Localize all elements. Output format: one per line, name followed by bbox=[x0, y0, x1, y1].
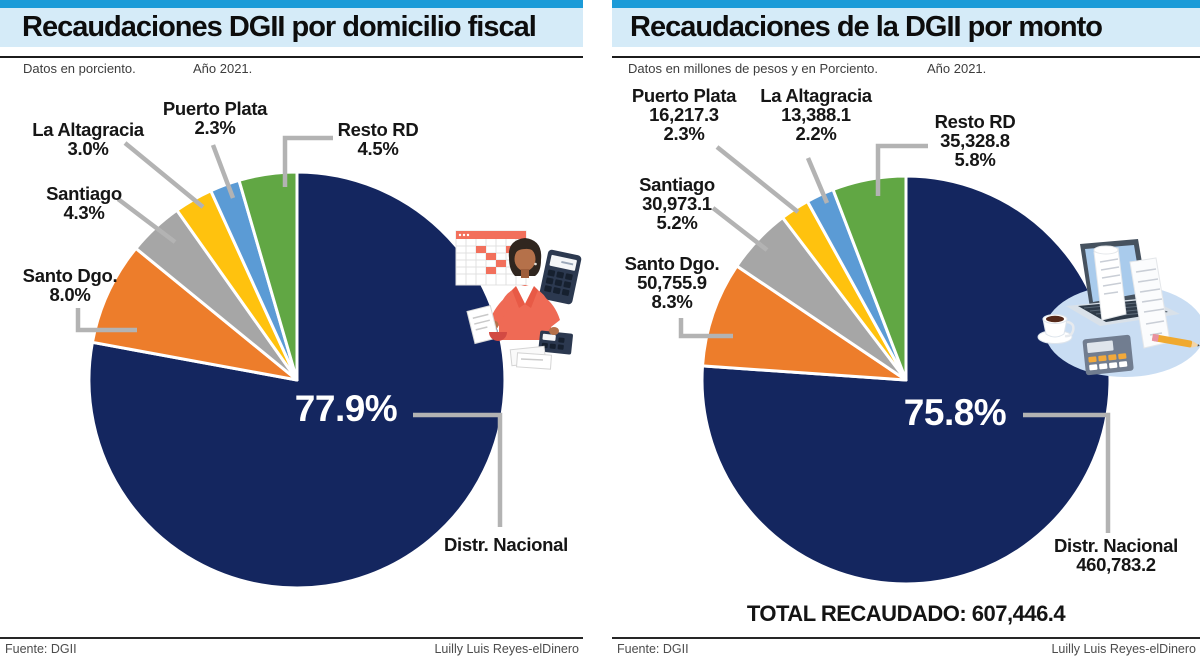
header-accent-bar bbox=[612, 0, 1200, 8]
header-accent-bar bbox=[0, 0, 583, 8]
header-band: Recaudaciones DGII por domicilio fiscal bbox=[0, 8, 583, 47]
author-credit: Luilly Luis Reyes-elDinero bbox=[1051, 642, 1196, 656]
coffee-cup-graphic bbox=[1037, 314, 1075, 344]
leader-line bbox=[805, 157, 830, 204]
pie-label-line: 2.3% bbox=[194, 117, 236, 138]
accountant-illustration bbox=[455, 230, 582, 370]
pie-slice-5 bbox=[831, 174, 908, 382]
pie-label-line: 8.0% bbox=[49, 284, 91, 305]
panel-left: Recaudaciones DGII por domicilio fiscal … bbox=[0, 0, 583, 671]
chart-title: Recaudaciones DGII por domicilio fiscal bbox=[22, 11, 537, 43]
leader-line bbox=[715, 145, 800, 214]
leader-line bbox=[282, 135, 333, 187]
pie-label-line: 4.3% bbox=[63, 202, 105, 223]
pie-label-line: 5.8% bbox=[954, 149, 996, 170]
pie-label: Distr. Nacional bbox=[444, 535, 568, 554]
pie-label: Puerto Plata 2.3% bbox=[162, 98, 268, 138]
pie-label-line: 35,328.8 bbox=[940, 130, 1010, 151]
header-divider bbox=[0, 56, 583, 58]
pie-label-line: 13,388.1 bbox=[781, 104, 851, 125]
pie-label: Distr. Nacional 460,783.2 bbox=[1054, 536, 1178, 574]
footer-divider bbox=[612, 637, 1200, 639]
woman-graphic bbox=[466, 238, 573, 370]
header-divider bbox=[612, 56, 1200, 58]
leader-line bbox=[678, 318, 733, 339]
pie-label: Puerto Plata 16,217.3 2.3% bbox=[631, 85, 737, 144]
pie-label-line: 5.2% bbox=[656, 212, 698, 233]
year-note: Año 2021. bbox=[193, 61, 253, 76]
pie-label-line: Santiago bbox=[639, 174, 715, 195]
leader-line bbox=[75, 308, 137, 333]
pie-label: Resto RD 4.5% bbox=[338, 120, 419, 158]
receipt-graphic bbox=[1093, 245, 1171, 349]
pie-label-line: 2.3% bbox=[663, 123, 705, 144]
leader-line bbox=[1023, 412, 1111, 533]
desk-calculator-graphic bbox=[1082, 334, 1134, 376]
pie-chart bbox=[75, 135, 507, 590]
leader-line bbox=[116, 197, 177, 244]
pie-label-line: La Altagracia bbox=[32, 119, 144, 140]
pie-label-line: 8.3% bbox=[651, 291, 693, 312]
pie-label: Resto RD 35,328.8 5.8% bbox=[935, 112, 1016, 169]
pie-chart bbox=[678, 143, 1112, 586]
pie-label-line: Distr. Nacional bbox=[1053, 535, 1179, 556]
pie-label-line: Puerto Plata bbox=[162, 98, 268, 119]
panel-right: Recaudaciones de la DGII por monto Datos… bbox=[612, 0, 1200, 671]
pie-label-line: 2.2% bbox=[795, 123, 837, 144]
pie-label-line: 460,783.2 bbox=[1076, 554, 1156, 575]
leader-line bbox=[210, 144, 236, 199]
total-collected: TOTAL RECAUDADO: 607,446.4 bbox=[746, 601, 1066, 626]
chart-title: Recaudaciones de la DGII por monto bbox=[630, 11, 1103, 43]
pie-label-line: Puerto Plata bbox=[631, 85, 737, 106]
data-note: Datos en millones de pesos y en Porcient… bbox=[628, 61, 879, 76]
pie-label-line: 50,755.9 bbox=[637, 272, 707, 293]
pie-label-line: Resto RD bbox=[337, 119, 419, 140]
pie-label-line: 3.0% bbox=[67, 138, 109, 159]
pie-label: Santo Dgo. 50,755.9 8.3% bbox=[625, 254, 720, 311]
source-credit: Fuente: DGII bbox=[5, 642, 77, 656]
pie-label-line: Distr. Nacional bbox=[443, 534, 569, 555]
pencil-graphic bbox=[1151, 333, 1200, 348]
header-band: Recaudaciones de la DGII por monto bbox=[612, 8, 1200, 47]
pie-label-line: Santiago bbox=[46, 183, 122, 204]
pie-label-line: 16,217.3 bbox=[649, 104, 719, 125]
source-credit: Fuente: DGII bbox=[617, 642, 689, 656]
pie-slice-0 bbox=[87, 170, 507, 590]
pie-label-line: La Altagracia bbox=[760, 85, 872, 106]
pie-label-line: 4.5% bbox=[357, 138, 399, 159]
leader-line bbox=[123, 141, 205, 209]
main-slice-percentage: 75.8% bbox=[903, 392, 1007, 433]
pie-slice-1 bbox=[701, 264, 908, 382]
pie-label-line: Resto RD bbox=[934, 111, 1016, 132]
pie-label: Santo Dgo. 8.0% bbox=[23, 266, 118, 304]
leader-line bbox=[875, 143, 928, 196]
footer-divider bbox=[0, 637, 583, 639]
pie-label: Santiago 4.3% bbox=[46, 184, 122, 222]
pie-label-line: 30,973.1 bbox=[642, 193, 712, 214]
pie-label: La Altagracia 13,388.1 2.2% bbox=[760, 86, 872, 143]
year-note: Año 2021. bbox=[927, 61, 987, 76]
author-credit: Luilly Luis Reyes-elDinero bbox=[434, 642, 579, 656]
leader-line bbox=[711, 206, 769, 252]
pie-label: Santiago 30,973.1 5.2% bbox=[639, 175, 715, 232]
pie-slice-1 bbox=[90, 246, 299, 382]
pie-slice-5 bbox=[237, 170, 299, 382]
leader-line bbox=[413, 412, 503, 527]
desk-accounting-illustration bbox=[1037, 239, 1200, 377]
pie-label-line: Santo Dgo. bbox=[22, 265, 118, 286]
pie-label: La Altagracia 3.0% bbox=[32, 120, 144, 158]
calculator-graphic bbox=[539, 249, 582, 305]
pie-label-line: Santo Dgo. bbox=[624, 253, 720, 274]
data-note: Datos en porciento. bbox=[23, 61, 136, 76]
main-slice-percentage: 77.9% bbox=[294, 388, 398, 429]
